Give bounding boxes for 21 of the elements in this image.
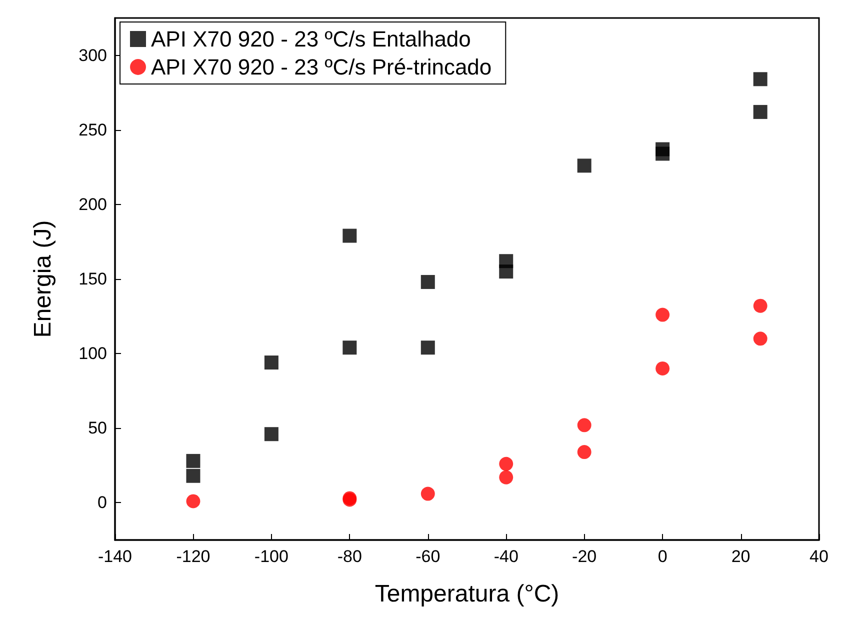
x-tick-label: 40 [810, 547, 828, 566]
x-tick-label: -60 [416, 547, 440, 566]
x-tick-label: -80 [337, 547, 362, 566]
legend-label: API X70 920 - 23 ºC/s Pré-trincado [151, 54, 492, 80]
y-tick-label: 50 [88, 418, 107, 438]
y-tick-label: 0 [98, 493, 107, 512]
x-tick-label: -140 [98, 547, 132, 566]
x-tick-label: 20 [731, 547, 750, 566]
y-tick-label: 150 [78, 270, 107, 288]
y-axis-title: Energia (J) [30, 220, 56, 338]
x-tick-label: 0 [658, 547, 668, 566]
y-tick-label: 200 [78, 194, 107, 214]
x-tick-label: -100 [254, 547, 288, 566]
y-tick-label: 250 [78, 120, 107, 140]
x-axis-title: Temperatura (°C) [374, 580, 560, 608]
x-tick-label: -40 [494, 547, 518, 566]
x-tick-label: -20 [572, 547, 597, 566]
y-tick-label: 100 [78, 344, 107, 364]
legend-label: API X70 920 - 23 ºC/s Entalhado [151, 26, 471, 52]
y-tick-label: 300 [78, 46, 107, 65]
x-tick-label: -120 [176, 547, 210, 566]
